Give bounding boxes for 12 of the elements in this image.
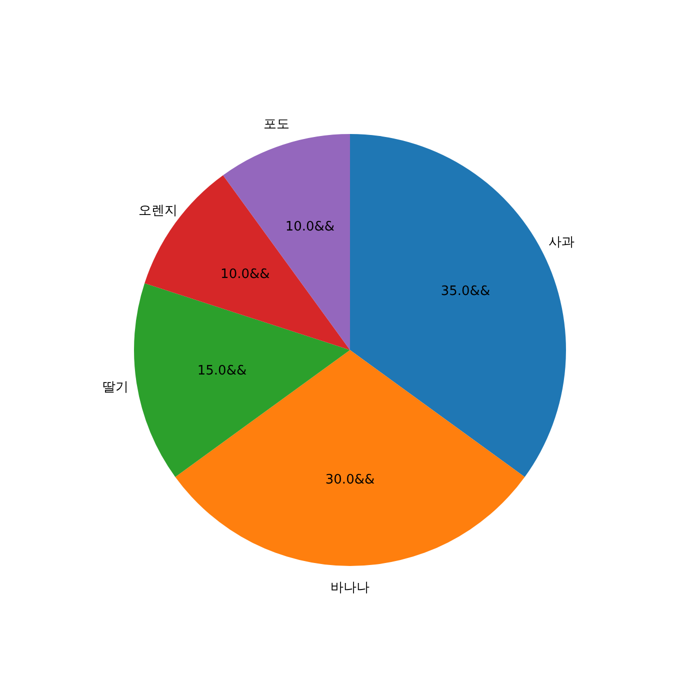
data-label: 35.0&& <box>440 284 490 300</box>
slice-label: 포도 <box>264 117 290 132</box>
slice-label: 바나나 <box>330 580 370 596</box>
slice-label: 사과 <box>548 235 575 250</box>
pie-slice <box>223 134 350 350</box>
slice-label: 오렌지 <box>138 203 178 218</box>
data-label: 30.0&& <box>325 472 375 488</box>
data-label: 10.0&& <box>220 266 270 282</box>
data-label: 15.0&& <box>197 363 247 378</box>
pie-slice <box>175 350 525 566</box>
slice-label: 딸기 <box>102 380 128 396</box>
data-label: 10.0&& <box>285 220 335 235</box>
